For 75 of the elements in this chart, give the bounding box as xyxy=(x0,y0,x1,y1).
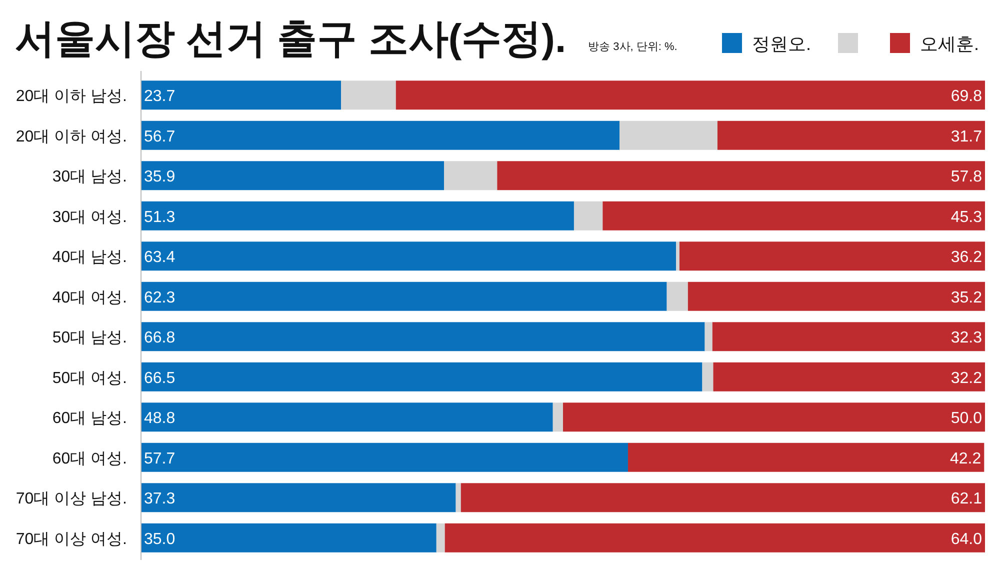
title: 서울시장 선거 출구 조사(수정). xyxy=(15,17,566,61)
bar xyxy=(552,402,563,432)
data-label: 69.8 xyxy=(950,88,982,106)
y-tick-label: 40대 여성. xyxy=(52,289,127,306)
bar xyxy=(141,442,628,472)
y-tick-label: 30대 남성. xyxy=(52,168,127,186)
bar xyxy=(497,161,985,190)
data-label: 57.7 xyxy=(144,450,176,468)
data-label: 57.8 xyxy=(950,168,982,186)
bar xyxy=(563,402,985,432)
bar xyxy=(679,242,985,271)
bar xyxy=(688,282,985,311)
bar xyxy=(602,201,985,230)
data-label: 51.3 xyxy=(144,208,176,226)
bar xyxy=(666,282,688,311)
bar xyxy=(141,402,553,432)
bar xyxy=(460,483,985,512)
data-label: 23.7 xyxy=(144,88,176,106)
bar xyxy=(628,442,984,472)
data-label: 36.2 xyxy=(950,249,982,266)
legend-label: 정원오. xyxy=(752,34,812,54)
data-label: 32.3 xyxy=(950,330,982,347)
bar xyxy=(620,120,718,150)
data-label: 45.3 xyxy=(950,208,982,226)
data-label: 50.0 xyxy=(950,410,982,428)
bar xyxy=(717,120,985,150)
data-label: 35.9 xyxy=(144,168,176,186)
y-tick-label: 40대 남성. xyxy=(52,249,127,266)
data-label: 62.1 xyxy=(950,490,982,508)
bar xyxy=(141,523,436,552)
data-label: 35.0 xyxy=(144,530,176,548)
data-label: 66.8 xyxy=(144,330,176,347)
legend-label: 오세훈. xyxy=(920,34,980,54)
bar xyxy=(676,242,680,271)
bar xyxy=(444,523,985,552)
bar xyxy=(456,483,461,512)
y-tick-label: 20대 이하 여성. xyxy=(16,128,127,146)
bar xyxy=(141,120,620,150)
data-label: 35.2 xyxy=(950,289,982,306)
y-tick-label: 20대 이하 남성. xyxy=(16,88,127,106)
y-tick-label: 70대 이상 남성. xyxy=(16,490,127,508)
data-label: 62.3 xyxy=(144,289,176,306)
bar xyxy=(712,322,985,352)
bar xyxy=(141,80,342,110)
bar xyxy=(141,483,456,512)
data-label: 31.7 xyxy=(950,128,982,146)
y-tick-label: 60대 남성. xyxy=(52,410,127,428)
bar xyxy=(396,80,985,110)
bar xyxy=(574,201,603,230)
data-label: 32.2 xyxy=(950,370,982,387)
data-label: 48.8 xyxy=(144,410,176,428)
bar xyxy=(436,523,445,552)
bar xyxy=(713,362,985,392)
y-tick-label: 50대 여성. xyxy=(52,370,127,387)
bar xyxy=(444,161,498,190)
data-label: 64.0 xyxy=(950,530,982,548)
y-tick-label: 30대 여성. xyxy=(52,208,127,226)
bar xyxy=(141,282,667,311)
bar xyxy=(702,362,714,392)
data-label: 66.5 xyxy=(144,370,176,387)
bar xyxy=(141,362,702,392)
bar xyxy=(141,161,444,190)
bar xyxy=(141,322,705,352)
y-tick-label: 50대 남성. xyxy=(52,330,127,347)
data-label: 56.7 xyxy=(144,128,176,146)
data-label: 63.4 xyxy=(144,249,176,266)
y-tick-label: 60대 여성. xyxy=(52,450,127,468)
data-label: 42.2 xyxy=(950,450,982,468)
bar xyxy=(341,80,396,110)
y-tick-label: 70대 이상 여성. xyxy=(16,530,127,548)
bar xyxy=(141,201,574,230)
subtitle: 방송 3사, 단위: %. xyxy=(588,41,678,53)
bar xyxy=(141,242,676,271)
bar xyxy=(704,322,712,352)
data-label: 37.3 xyxy=(144,490,176,508)
